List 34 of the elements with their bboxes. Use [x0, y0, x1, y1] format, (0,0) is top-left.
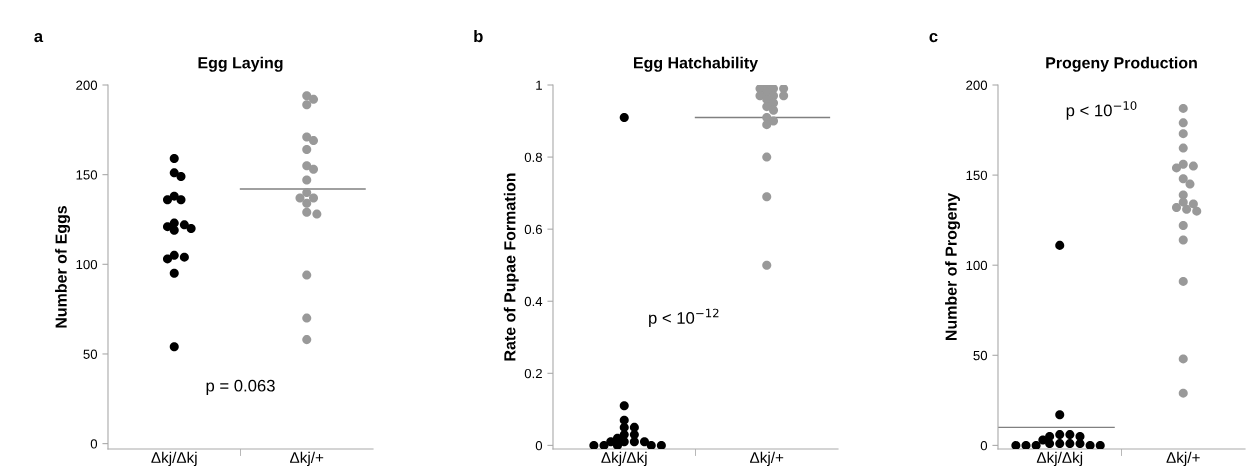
text: c: [929, 33, 938, 43]
annotation: p < 10$^{−12}$: [649, 308, 719, 328]
y-tick-label: 0.4: [524, 296, 543, 307]
y-tick-label: 150: [966, 170, 988, 181]
y-tick-label: 0: [980, 440, 988, 451]
x-tick-label: Δkj/+: [1166, 451, 1200, 467]
y-axis-title: Rate of Pupae Formation: [503, 173, 519, 361]
text: b: [474, 29, 483, 43]
x-tick-label: Δkj/Δkj: [1036, 451, 1083, 467]
y-tick-label: 0.2: [524, 368, 542, 379]
x-tick-label: Δkj/+: [750, 451, 784, 467]
chart-title: Progeny Production: [1046, 56, 1197, 72]
text: a: [34, 33, 44, 43]
y-tick-label: 200: [966, 80, 988, 90]
y-axis-title: Number of Progeny: [945, 192, 961, 341]
y-tick-label: 150: [76, 170, 98, 180]
y-axis-title: Number of Eggs: [55, 205, 71, 328]
x-tick-label: Δkj/Δkj: [601, 451, 647, 467]
y-tick-label: 0: [535, 440, 543, 451]
y-tick-label: 1: [536, 80, 542, 90]
y-tick-label: 0.6: [524, 224, 543, 235]
annotation: p < 10$^{−10}$: [1066, 101, 1137, 120]
y-tick-label: 100: [76, 259, 98, 270]
y-tick-label: 100: [966, 260, 988, 271]
annotation: p = 0.063: [206, 379, 275, 395]
y-tick-label: 0: [90, 439, 98, 449]
y-tick-label: 0.8: [524, 152, 543, 162]
chart-title: Egg Laying: [198, 56, 283, 72]
y-tick-label: 50: [973, 350, 988, 361]
y-tick-label: 200: [76, 80, 98, 90]
x-tick-label: Δkj/+: [290, 451, 324, 467]
y-tick-label: 50: [83, 349, 98, 359]
x-tick-label: Δkj/Δkj: [151, 451, 197, 467]
chart-title: Egg Hatchability: [634, 56, 758, 72]
